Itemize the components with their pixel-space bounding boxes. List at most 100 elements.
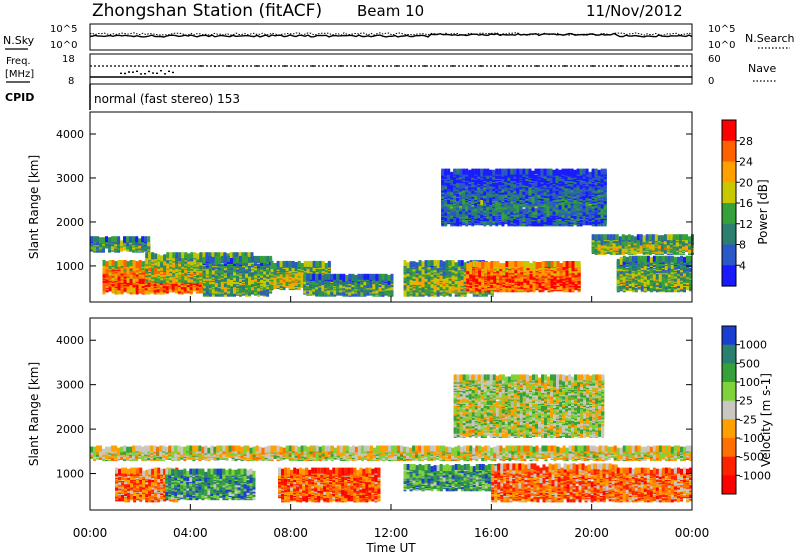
heatmap-cell	[351, 274, 354, 280]
heatmap-cell	[477, 169, 480, 175]
heatmap-cell	[450, 172, 453, 178]
heatmap-cell	[565, 169, 568, 175]
heatmap-cell	[248, 257, 251, 263]
heatmap-cell	[206, 285, 209, 291]
heatmap-cell	[419, 260, 422, 266]
heatmap-cell	[357, 274, 360, 280]
heatmap-cell	[556, 169, 559, 175]
heatmap-cell	[480, 199, 483, 205]
heatmap-cell	[111, 236, 114, 242]
heatmap-cell	[547, 169, 550, 175]
heatmap-cell	[109, 260, 112, 266]
heatmap-cell	[233, 256, 236, 262]
noise-left-tick-bottom: 10^0	[50, 40, 77, 51]
heatmap-cell	[148, 252, 151, 258]
heatmap-cell	[324, 274, 327, 280]
freq-unit-label: [MHz]	[5, 69, 34, 80]
heatmap-cell	[126, 236, 129, 242]
heatmap-cell	[456, 169, 459, 175]
heatmap-cell	[447, 169, 450, 175]
heatmap-cell	[138, 238, 141, 244]
heatmap-cell	[175, 252, 178, 258]
heatmap-cell	[565, 213, 568, 219]
heatmap-cell	[139, 283, 142, 289]
heatmap-cell	[115, 261, 118, 267]
heatmap-cell	[106, 261, 109, 267]
heatmap-cell	[553, 177, 556, 183]
heatmap-cell	[449, 260, 452, 266]
heatmap-cell	[121, 260, 124, 266]
heatmap-cell	[486, 169, 489, 175]
heatmap-cell	[425, 260, 428, 266]
heatmap-cell	[410, 261, 413, 267]
heatmap-cell	[510, 169, 513, 175]
heatmap-cell	[136, 285, 139, 291]
heatmap-cell	[498, 194, 501, 200]
heatmap-cell	[455, 262, 458, 268]
heatmap-cell	[477, 192, 480, 198]
heatmap-cell	[263, 256, 266, 262]
heatmap-cell	[322, 261, 325, 267]
heatmap-cell	[193, 259, 196, 265]
heatmap-cell	[422, 261, 425, 267]
heatmap-cell	[105, 236, 108, 242]
heatmap-cell	[301, 263, 304, 269]
heatmap-cell	[129, 236, 132, 242]
heatmap-cell	[462, 192, 465, 198]
noise-left-tick-top: 10^5	[50, 24, 77, 35]
heatmap-cell	[437, 260, 440, 266]
heatmap-cell	[139, 260, 142, 266]
heatmap-cell	[218, 257, 221, 263]
heatmap-cell	[525, 169, 528, 175]
heatmap-cell	[199, 252, 202, 258]
heatmap-cell	[114, 236, 117, 242]
heatmap-cell	[464, 262, 467, 268]
heatmap-cell	[135, 236, 138, 242]
heatmap-cell	[522, 169, 525, 175]
heatmap-cell	[550, 195, 553, 201]
heatmap-cell	[458, 260, 461, 266]
heatmap-cell	[468, 170, 471, 176]
heatmap-cell	[525, 207, 528, 213]
heatmap-cell	[99, 237, 102, 243]
heatmap-cell	[354, 275, 357, 281]
heatmap-cell	[422, 287, 425, 293]
heatmap-cell	[461, 260, 464, 266]
heatmap-cell	[330, 274, 333, 280]
heatmap-cell	[553, 170, 556, 176]
nave-right-tick-top: 60	[708, 54, 721, 65]
heatmap-cell	[142, 261, 145, 267]
heatmap-cell	[382, 274, 385, 280]
heatmap-cell	[453, 169, 456, 175]
heatmap-cell	[413, 261, 416, 267]
heatmap-cell	[157, 278, 160, 284]
heatmap-cell	[245, 256, 248, 262]
heatmap-cell	[154, 253, 157, 259]
heatmap-cell	[271, 261, 274, 267]
heatmap-cell	[118, 260, 121, 266]
freq-scatter-marks	[120, 66, 678, 74]
heatmap-cell	[407, 291, 410, 297]
heatmap-cell	[298, 261, 301, 267]
freq-left-tick-top: 18	[62, 54, 75, 65]
heatmap-cell	[307, 261, 310, 267]
heatmap-cell	[236, 257, 239, 263]
heatmap-cell	[452, 260, 455, 266]
heatmap-cell	[372, 274, 375, 280]
heatmap-cell	[385, 274, 388, 280]
heatmap-cell	[316, 261, 319, 267]
heatmap-cell	[562, 169, 565, 175]
heatmap-cell	[304, 261, 307, 267]
frequency-panel: Freq. [MHz] 18 8 60 0 Nave CPID normal (…	[5, 54, 776, 110]
heatmap-cell	[163, 254, 166, 260]
heatmap-cell	[443, 261, 446, 267]
heatmap-cell	[522, 209, 525, 215]
heatmap-cell	[133, 260, 136, 266]
heatmap-cell	[266, 256, 269, 262]
heatmap-cell	[166, 252, 169, 258]
heatmap-cell	[295, 262, 298, 268]
heatmap-cell	[544, 169, 547, 175]
heatmap-cell	[333, 274, 336, 280]
heatmap-cell	[239, 256, 242, 262]
